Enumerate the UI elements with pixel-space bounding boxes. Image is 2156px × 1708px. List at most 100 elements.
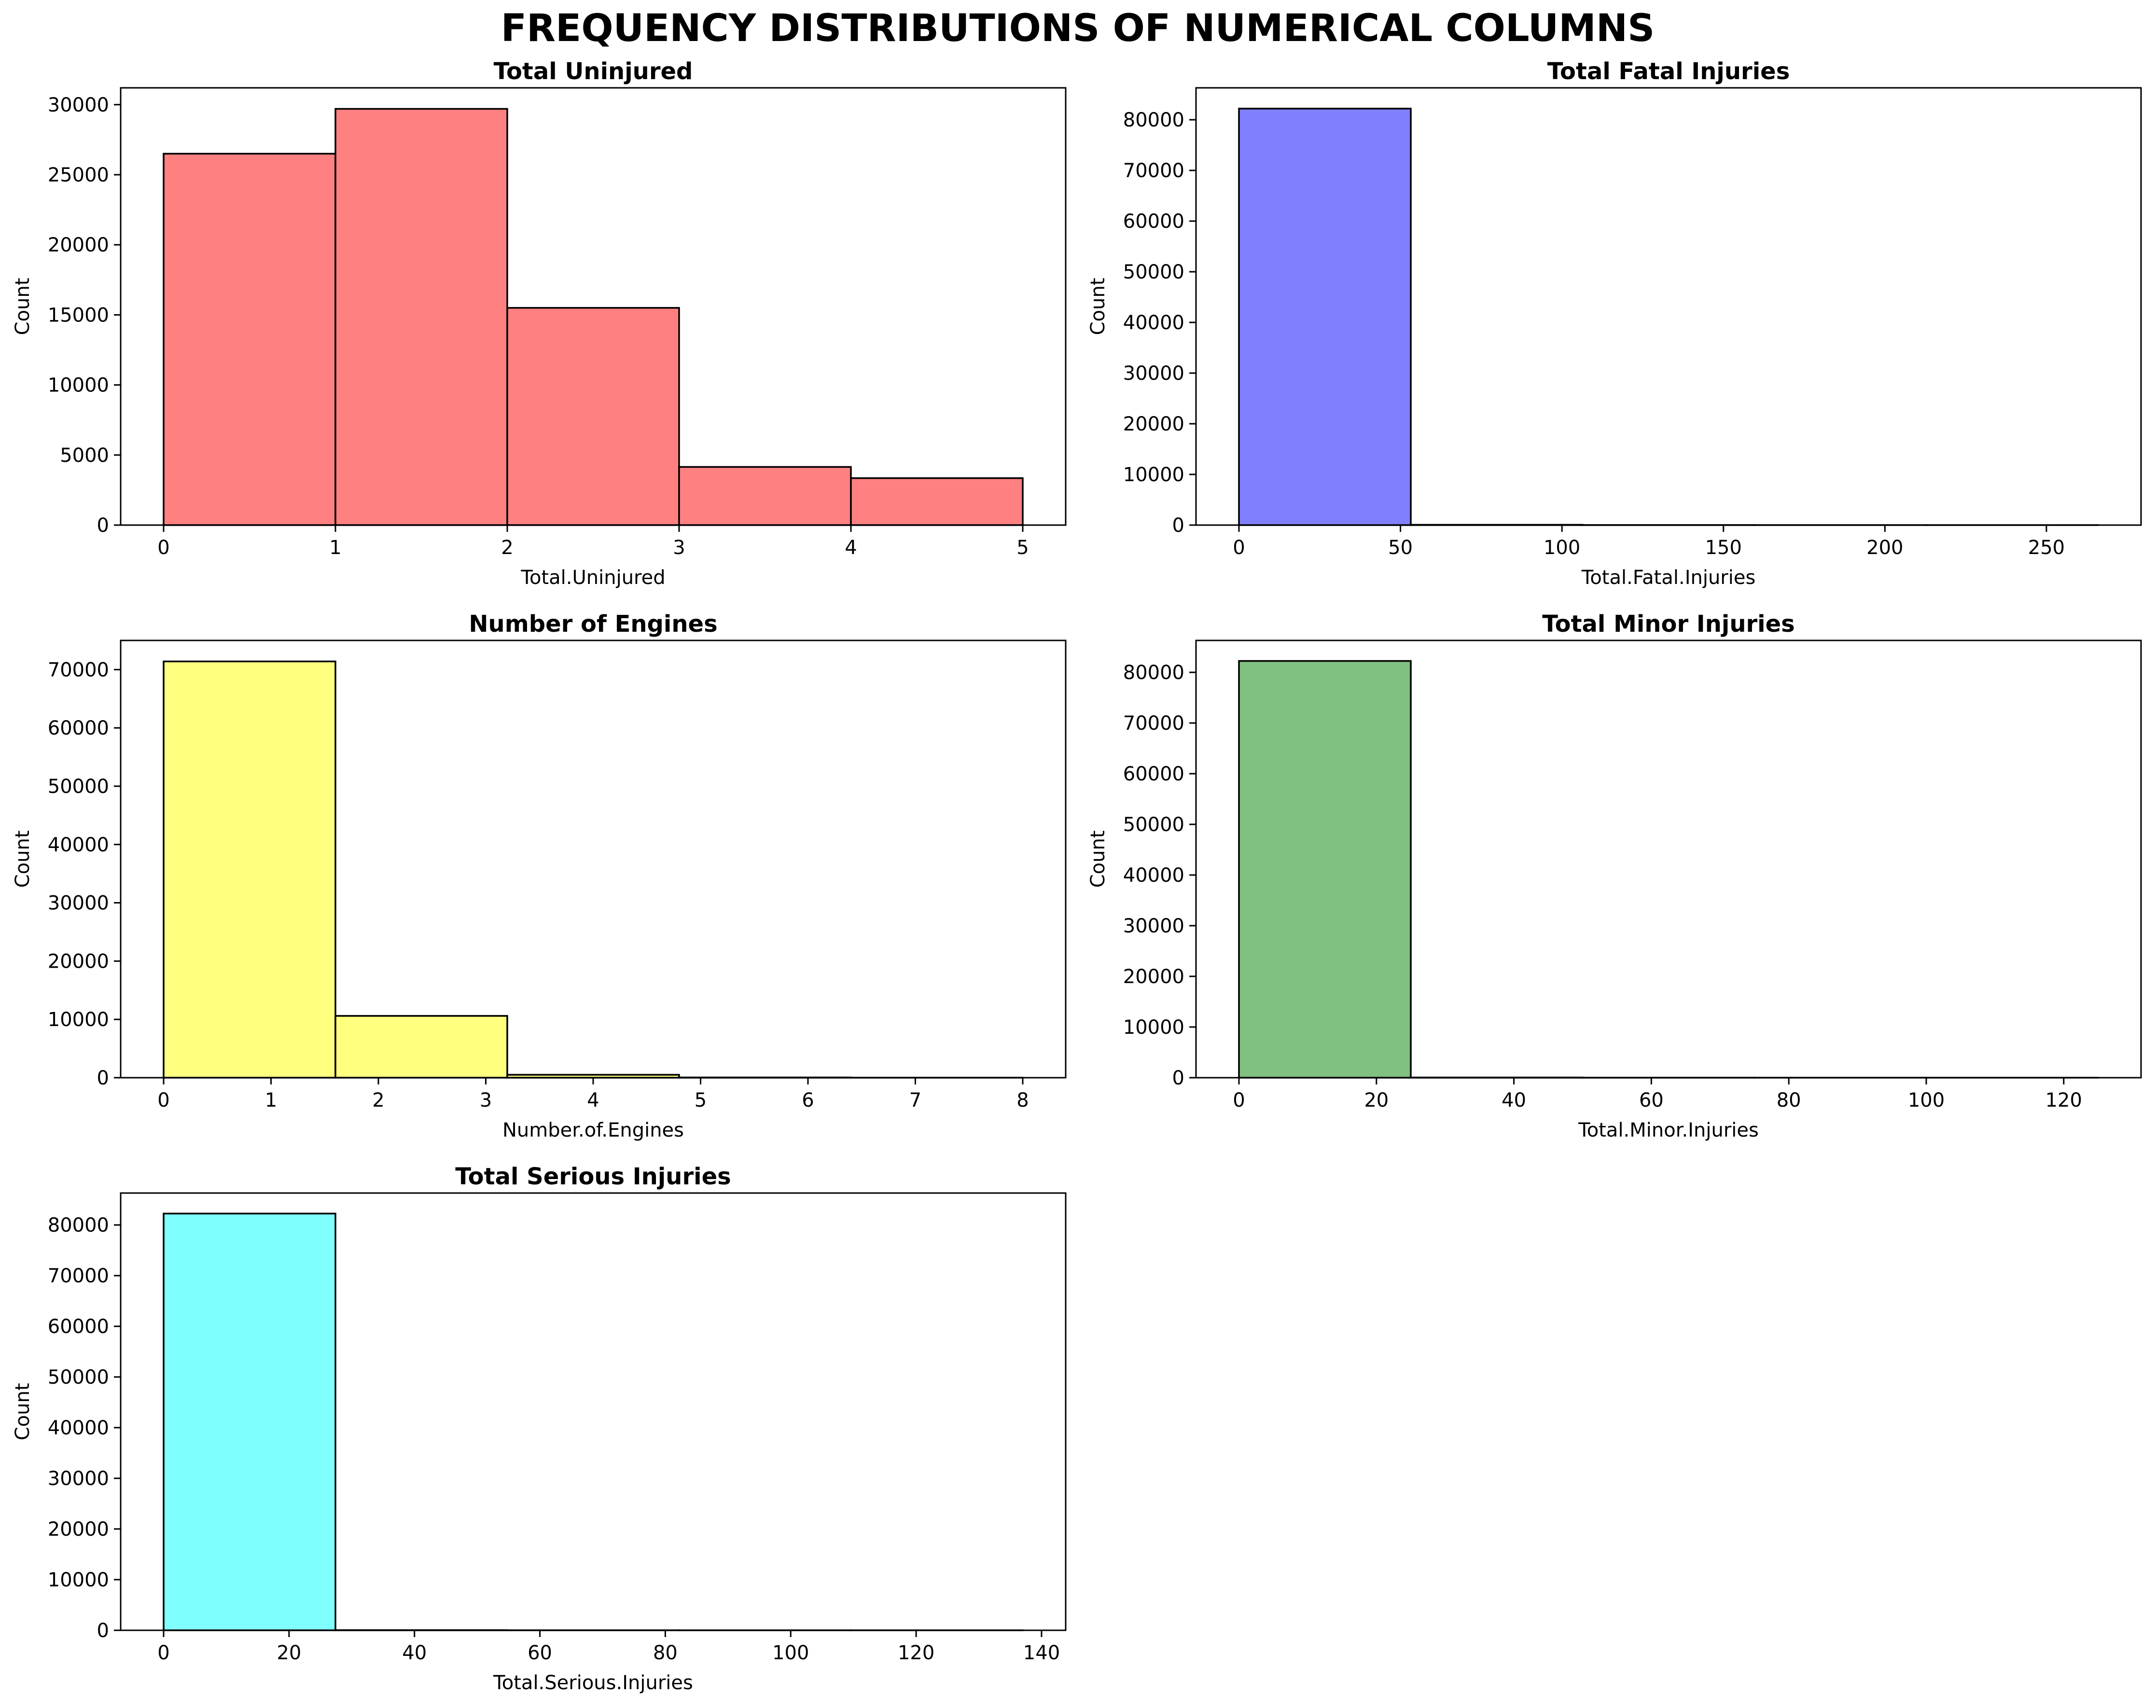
- y-tick-label: 80000: [48, 1214, 109, 1236]
- y-tick-label: 30000: [1123, 915, 1184, 937]
- x-tick-label: 120: [2045, 1089, 2082, 1111]
- x-tick-label: 150: [1705, 537, 1742, 559]
- x-tick-label: 60: [1639, 1089, 1664, 1111]
- histogram-bar: [678, 466, 852, 526]
- x-tick-label: 6: [802, 1089, 814, 1111]
- y-axis-label: Count: [12, 1383, 34, 1441]
- x-axis-label: Number.of.Engines: [502, 1119, 684, 1141]
- x-tick-label: 2: [501, 537, 513, 559]
- x-tick-label: 40: [1502, 1089, 1526, 1111]
- y-tick-label: 10000: [48, 1009, 109, 1031]
- x-tick-label: 4: [845, 537, 857, 559]
- y-tick-label: 20000: [48, 1518, 109, 1541]
- x-tick-label: 120: [898, 1642, 934, 1664]
- y-tick-label: 70000: [1123, 712, 1184, 735]
- subplot-4: 0 20 40 60 80 100 120 0 10000 20000 30000 40000 5000…: [1087, 611, 2142, 1141]
- x-tick-label: 0: [1233, 1089, 1245, 1111]
- x-tick-label: 4: [587, 1089, 599, 1111]
- x-axis-label: Total.Minor.Injuries: [1578, 1119, 1759, 1141]
- y-tick-label: 0: [97, 1067, 109, 1089]
- y-tick-label: 50000: [48, 1366, 109, 1389]
- y-tick-label: 50000: [48, 776, 109, 798]
- x-axis-label: Total.Uninjured: [520, 567, 665, 589]
- y-axis-label: Count: [12, 278, 34, 335]
- y-tick-label: 50000: [1123, 261, 1184, 283]
- histogram-bar: [163, 1212, 336, 1631]
- y-tick-label: 20000: [1123, 966, 1184, 988]
- x-tick-label: 3: [480, 1089, 492, 1111]
- y-tick-label: 50000: [1123, 814, 1184, 836]
- x-tick-label: 1: [265, 1089, 277, 1111]
- y-tick-label: 0: [97, 1620, 109, 1642]
- y-tick-label: 10000: [48, 1569, 109, 1591]
- y-tick-label: 40000: [48, 834, 109, 856]
- y-tick-label: 0: [1172, 514, 1184, 537]
- x-tick-label: 100: [1908, 1089, 1945, 1111]
- x-axis-label: Total.Serious.Injuries: [493, 1672, 693, 1694]
- subplot-2: 0 50 100 150 200 250 0 10000 20000 30000 40000 5000…: [1087, 58, 2142, 589]
- x-tick-label: 1: [329, 537, 341, 559]
- x-tick-label: 40: [402, 1642, 427, 1664]
- y-tick-label: 0: [1172, 1067, 1184, 1089]
- y-tick-label: 60000: [1123, 763, 1184, 785]
- x-tick-label: 50: [1388, 537, 1413, 559]
- subplot-1: 0 1 2 3 4 5 0 5000 10000 15000 20000 25000 30000 Tota…: [12, 58, 1067, 589]
- x-tick-label: 8: [1016, 1089, 1029, 1111]
- y-tick-label: 30000: [48, 892, 109, 915]
- y-tick-label: 10000: [1123, 1016, 1184, 1039]
- subplots: 0 1 2 3 4 5050001000015000200002500030000Tota…: [12, 58, 2142, 1694]
- figure-title: FREQUENCY DISTRIBUTIONS OF NUMERICAL COL…: [501, 7, 1655, 50]
- axes-frame: [120, 1192, 1067, 1631]
- y-tick-label: 20000: [48, 234, 109, 256]
- histogram-bar: [1238, 660, 1412, 1079]
- y-tick-label: 20000: [48, 950, 109, 972]
- y-tick-label: 60000: [1123, 210, 1184, 233]
- x-tick-label: 5: [1016, 537, 1029, 559]
- subplot-title: Total Minor Injuries: [1542, 611, 1795, 638]
- y-tick-label: 40000: [1123, 864, 1184, 887]
- x-tick-label: 140: [1023, 1642, 1060, 1664]
- y-axis-label: Count: [12, 831, 34, 888]
- x-tick-label: 20: [277, 1642, 301, 1664]
- y-tick-label: 5000: [60, 444, 109, 467]
- subplot-title: Total Uninjured: [494, 58, 693, 85]
- x-tick-label: 0: [1233, 537, 1245, 559]
- x-tick-label: 80: [653, 1642, 678, 1664]
- y-tick-label: 40000: [1123, 312, 1184, 334]
- y-axis-label: Count: [1087, 831, 1109, 888]
- y-tick-label: 80000: [1123, 662, 1184, 684]
- x-tick-label: 7: [909, 1089, 921, 1111]
- histogram-bar: [334, 108, 508, 526]
- axes-frame: [1195, 87, 2142, 526]
- x-tick-label: 80: [1777, 1089, 1801, 1111]
- y-tick-label: 30000: [48, 1468, 109, 1490]
- y-tick-label: 10000: [48, 375, 109, 397]
- subplot-3: 0 1 2 3 4 5 6 7 8 0 10000 20000 30000 40000 50000 60000…: [12, 611, 1067, 1141]
- y-tick-label: 70000: [48, 1265, 109, 1287]
- x-tick-label: 20: [1364, 1089, 1389, 1111]
- y-tick-label: 60000: [48, 1316, 109, 1338]
- axes-frame: [120, 87, 1067, 526]
- x-tick-label: 60: [528, 1642, 552, 1664]
- y-tick-label: 20000: [1123, 413, 1184, 435]
- histogram-bar: [506, 307, 680, 526]
- y-tick-label: 10000: [1123, 464, 1184, 486]
- x-tick-label: 200: [1866, 537, 1903, 559]
- axes-frame: [1195, 639, 2142, 1079]
- histogram-bar: [163, 660, 336, 1079]
- x-tick-label: 100: [772, 1642, 809, 1664]
- histogram-bar: [334, 1015, 508, 1079]
- x-tick-label: 250: [2028, 537, 2065, 559]
- x-tick-label: 5: [695, 1089, 707, 1111]
- x-tick-label: 3: [673, 537, 685, 559]
- y-tick-label: 70000: [48, 659, 109, 681]
- y-tick-label: 40000: [48, 1417, 109, 1439]
- histogram-bar: [1238, 108, 1412, 526]
- subplot-title: Total Serious Injuries: [455, 1163, 731, 1190]
- x-tick-label: 0: [157, 537, 169, 559]
- y-tick-label: 25000: [48, 164, 109, 186]
- y-tick-label: 60000: [48, 717, 109, 739]
- subplot-title: Total Fatal Injuries: [1547, 58, 1790, 85]
- y-tick-label: 0: [97, 514, 109, 537]
